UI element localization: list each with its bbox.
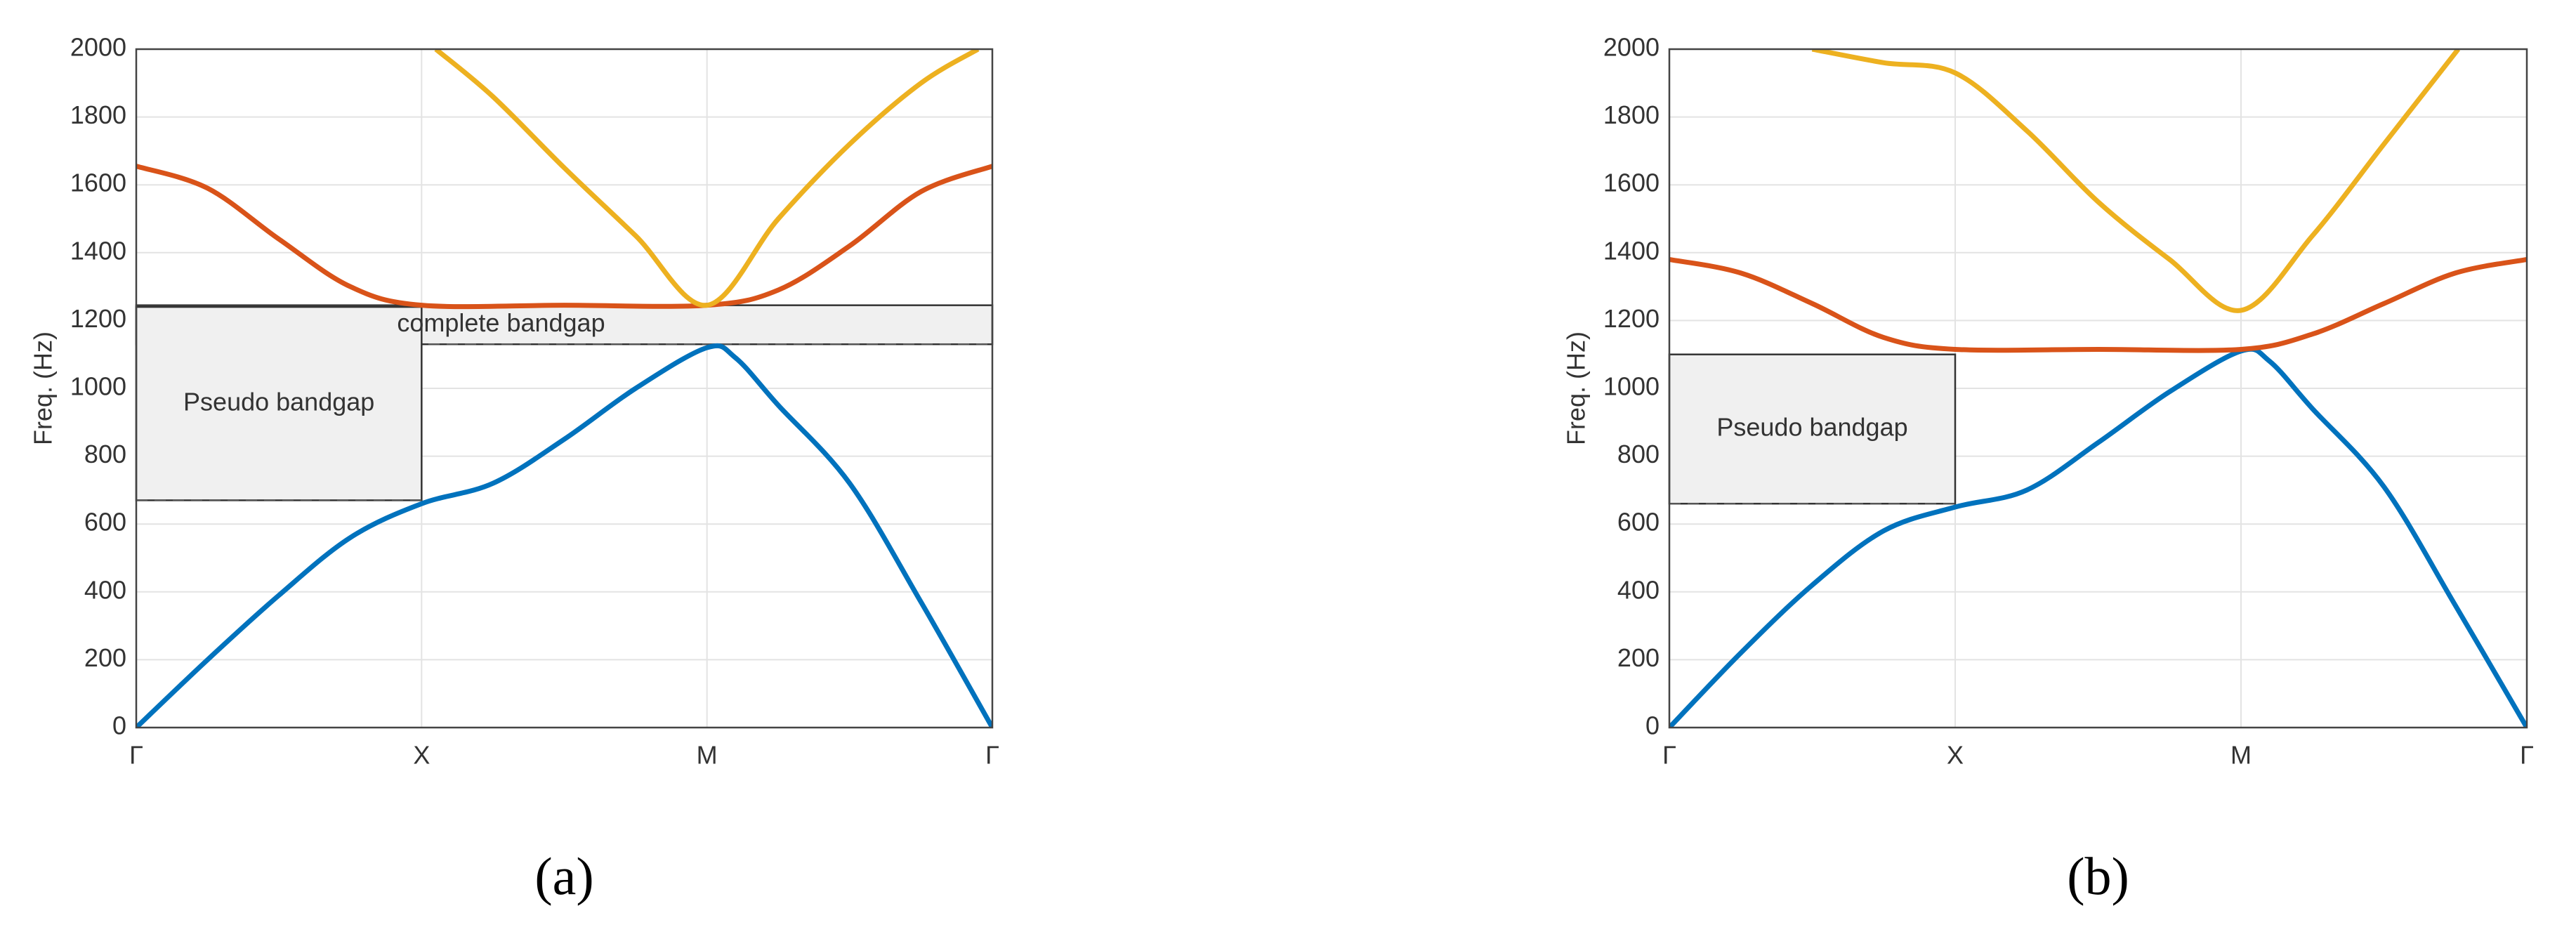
y-axis-label: Freq. (Hz) <box>29 331 58 445</box>
band-curve <box>434 49 980 308</box>
bandgap-box <box>135 305 423 501</box>
plot-frame <box>135 48 994 729</box>
y-tick-label: 1000 <box>70 372 126 401</box>
x-tick-label: Γ <box>129 741 143 770</box>
panel-caption: (b) <box>2067 847 2129 906</box>
x-tick-label: X <box>413 741 430 770</box>
band-curve <box>1811 49 2461 313</box>
y-tick-label: 1600 <box>1603 169 1660 197</box>
y-axis-label: Freq. (Hz) <box>1562 331 1591 445</box>
y-tick-label: 200 <box>1617 643 1660 672</box>
band-curve <box>1669 257 2527 353</box>
x-tick-label: X <box>1947 741 1964 770</box>
x-tick-label: M <box>2230 741 2252 770</box>
y-tick-label: 1400 <box>1603 236 1660 265</box>
chart: 0 200 400 600 800 1000 1200 1400 1600 1800 2000 Γ X M… <box>1562 33 2534 907</box>
y-tick-label: 1200 <box>70 304 126 333</box>
y-tick-label: 800 <box>84 440 126 468</box>
curves <box>136 49 992 728</box>
x-tick-label: M <box>697 741 718 770</box>
curves <box>1669 49 2527 728</box>
y-tick-label: 400 <box>84 575 126 604</box>
y-tick-label: 1400 <box>70 236 126 265</box>
y-tick-label: 400 <box>1617 575 1660 604</box>
x-tick-label: Γ <box>1662 741 1676 770</box>
band-curve <box>136 164 992 310</box>
plot-frame <box>1668 48 2528 729</box>
bandgap-label: Pseudo bandgap <box>183 387 374 416</box>
chart: 0 200 400 600 800 1000 1200 1400 1600 1800 2000 Γ X M… <box>29 33 999 907</box>
y-tick-label: 2000 <box>70 33 126 62</box>
band-curve <box>136 343 992 728</box>
y-tick-label: 800 <box>1617 440 1660 468</box>
y-tick-label: 1800 <box>70 100 126 129</box>
y-tick-label: 1000 <box>1603 372 1660 401</box>
y-tick-label: 0 <box>1645 711 1660 740</box>
y-tick-label: 0 <box>112 711 126 740</box>
bandgap-label: Pseudo bandgap <box>1716 412 1907 441</box>
y-tick-label: 600 <box>1617 508 1660 537</box>
y-tick-label: 600 <box>84 508 126 537</box>
panel-caption: (a) <box>534 847 593 906</box>
y-tick-label: 200 <box>84 643 126 672</box>
band-curve <box>1669 346 2527 728</box>
y-tick-label: 1200 <box>1603 304 1660 333</box>
y-tick-label: 1600 <box>70 169 126 197</box>
bandgap-box <box>1668 353 1957 505</box>
x-tick-label: Γ <box>2520 741 2534 770</box>
y-tick-label: 2000 <box>1603 33 1660 62</box>
bandgap-label: complete bandgap <box>397 308 605 337</box>
x-tick-label: Γ <box>985 741 999 770</box>
y-tick-label: 1800 <box>1603 100 1660 129</box>
